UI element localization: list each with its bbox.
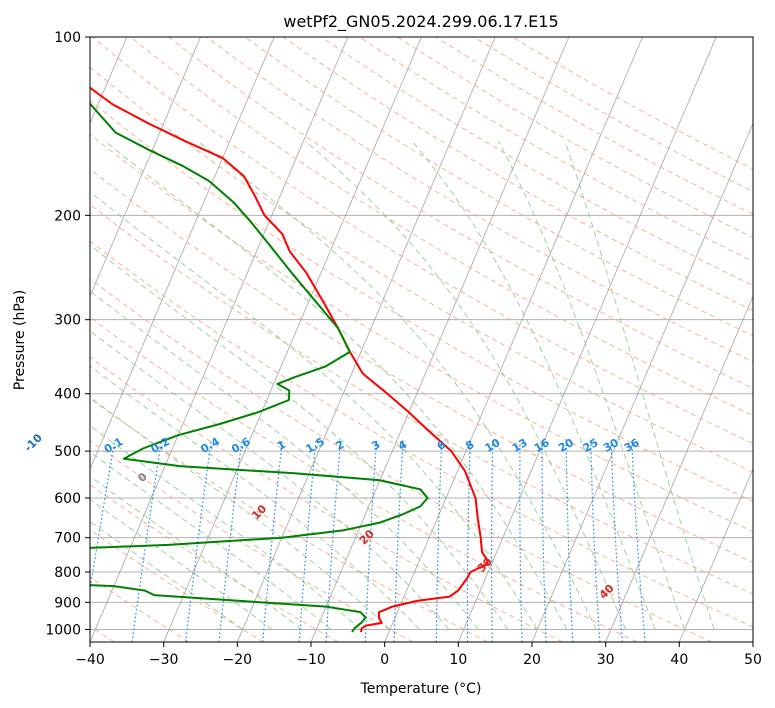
mixing-ratio-line [519,440,523,642]
chart-title: wetPf2_GN05.2024.299.06.17.E15 [283,12,558,32]
mixing-ratio-line [541,440,547,642]
y-tick-label: 100 [54,30,81,46]
mixing-ratio-line [393,440,404,642]
isotherm-line [90,37,275,471]
mixing-ratio-line [131,440,162,642]
isotherm-line [90,37,349,642]
moist-adiabat-line [104,140,568,630]
isotherm-line [90,37,201,298]
moist-adiabat-line [498,141,686,630]
y-tick-label: 400 [54,387,81,403]
moist-adiabat-line [90,330,450,630]
isotherm-line [678,468,753,642]
mixing-ratio-line [435,440,443,642]
mixing-ratio-line [218,440,243,642]
moist-adiabat-line [564,141,715,630]
isotherm-line [236,37,496,642]
dry-adiabat-line [90,133,753,533]
moist-adiabat-line [90,451,332,630]
x-tick-label: −30 [149,652,179,668]
x-tick-label: −20 [223,652,253,668]
y-tick-label: 600 [54,491,81,507]
mixing-ratio-line [185,440,212,642]
profile-lines [90,86,489,633]
dry-adiabat-line [90,168,753,563]
mixing-ratio-line [466,440,471,642]
dry-adiabat-line [90,483,339,642]
plot-frame [89,36,754,643]
mixing-ratio-line [565,440,574,642]
isotherm-line [163,37,422,642]
dry-adiabat-line [90,356,563,642]
y-tick-label: 200 [54,208,81,224]
isotherm-line [457,37,717,642]
mixing-ratio-line [631,440,646,642]
y-tick-label: 700 [54,531,81,547]
mixing-ratio-line [610,440,623,642]
dewpoint-line [90,101,429,633]
mixing-ratio-line [590,440,601,642]
moist-adiabat-line [197,140,597,630]
dry-adiabat-line [90,203,753,595]
y-tick-label: 1000 [45,622,81,638]
mixing-ratio-line [325,440,342,642]
isotherm-line [384,37,643,642]
mixing-ratio-line [262,440,283,642]
y-tick-label: 300 [54,313,81,329]
isotherm-line [605,295,753,642]
moist-adiabat-line [90,244,509,630]
mixing-ratio-line [298,440,317,642]
y-axis-label: Pressure (hPa) [12,290,28,390]
x-tick-label: 30 [597,652,615,668]
dry-adiabat-line [90,440,414,642]
dry-adiabat-line [206,37,753,363]
dry-adiabat-line [90,397,488,642]
isotherm-line [531,122,753,642]
dry-adiabat-line [130,37,753,417]
x-tick-label: 20 [523,652,541,668]
moist-adiabat-line [411,140,656,630]
moist-adiabat-line [305,140,627,630]
dry-adiabat-line [90,66,753,473]
y-tick-label: 900 [54,595,81,611]
moist-adiabat-line [90,425,361,630]
moist-adiabat-line [90,290,479,630]
moist-adiabat-line [90,475,302,630]
dry-adiabat-line [282,37,753,312]
mixing-ratio-line [90,440,116,594]
axis-ticks: −40 −30 −20 −10 0 10 20 30 40 50 1000 900 800 700 600 5… [45,30,762,668]
x-tick-label: −40 [75,652,105,668]
x-tick-label: 50 [744,652,762,668]
x-axis-label: Temperature (°C) [360,681,482,697]
moist-adiabat-line [90,191,538,630]
x-tick-label: −10 [296,652,326,668]
temperature-line [90,86,489,633]
moist-adiabat-line [90,365,420,630]
mixing-ratio-line [490,440,494,642]
x-tick-label: 40 [670,652,688,668]
x-tick-label: 0 [380,652,389,668]
x-tick-label: 10 [449,652,467,668]
y-tick-label: 800 [54,565,81,581]
y-tick-label: 500 [54,444,81,460]
